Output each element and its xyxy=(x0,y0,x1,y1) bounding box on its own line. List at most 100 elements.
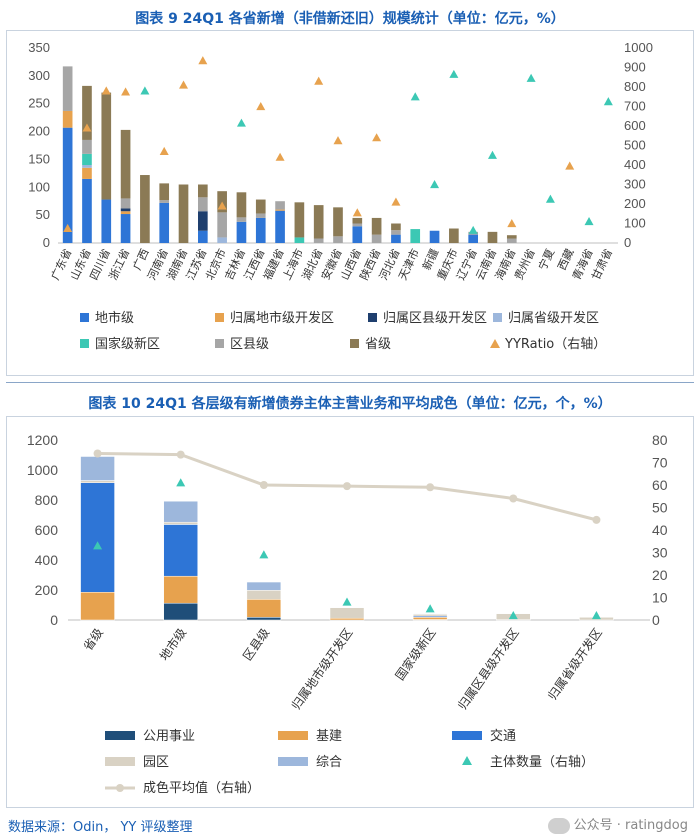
chart1-bar-segment xyxy=(217,212,227,238)
chart1-bar-segment xyxy=(275,210,285,243)
chart1-y2-tick: 600 xyxy=(624,118,646,133)
chart2-bar-segment xyxy=(80,482,115,593)
chart1-bar-segment xyxy=(82,167,92,179)
chart1-bar-segment xyxy=(487,231,498,243)
chart2-y2-tick: 40 xyxy=(652,522,668,538)
watermark: 公众号 · ratingdog xyxy=(547,814,688,834)
chart1-y2-tick: 900 xyxy=(624,60,646,75)
chart2-legend-swatch-dot xyxy=(116,784,124,792)
chart2-bar-segment xyxy=(163,500,198,523)
chart1-bar-segment xyxy=(159,200,170,203)
chart2-y2-tick: 80 xyxy=(652,432,668,448)
chart1-y-tick: 0 xyxy=(43,235,50,250)
chart1-y-tick: 300 xyxy=(28,68,50,83)
chart1-y-tick: 250 xyxy=(28,96,50,111)
chart1-bar-segment xyxy=(82,139,92,154)
chart1-bar-segment xyxy=(101,92,112,200)
chart1-newzone-marker xyxy=(487,150,497,159)
chart1-y2-tick: 700 xyxy=(624,99,646,114)
chart1-legend-swatch xyxy=(490,339,500,348)
chart2-bar-segment xyxy=(246,590,282,600)
chart2-y-tick: 1000 xyxy=(27,462,58,478)
chart1-bar-segment xyxy=(120,214,131,243)
chart2-count-marker xyxy=(259,550,269,559)
chart1-y-tick: 100 xyxy=(28,179,50,194)
chart1-bar-segment xyxy=(82,85,92,140)
chart1-bar-segment xyxy=(62,110,73,128)
chart2-legend-swatch xyxy=(278,757,308,766)
chart2-count-marker xyxy=(176,478,186,487)
chart1-y2-tick: 0 xyxy=(624,235,631,250)
chart1-bar-segment xyxy=(120,211,131,215)
chart1-yyratio-marker xyxy=(179,80,189,89)
chart2-y-tick: 600 xyxy=(35,522,59,538)
chart2-legend-swatch xyxy=(278,731,308,740)
chart2-x-tick: 省级 xyxy=(81,626,106,654)
chart2-bar-segment xyxy=(412,613,448,615)
chart2-legend-swatch xyxy=(452,731,482,740)
chart2-legend-swatch xyxy=(105,757,135,766)
chart1-newzone-marker xyxy=(449,69,459,78)
chart2-y-tick: 0 xyxy=(50,612,58,628)
chart1-bar-segment xyxy=(275,209,285,211)
chart2-x-tick: 归属区县级开发区 xyxy=(454,625,521,712)
chart2-bar-segment xyxy=(412,617,448,620)
chart1-bar-segment xyxy=(255,217,266,243)
chart1-yyratio-marker xyxy=(82,123,92,132)
chart1-newzone-marker xyxy=(410,92,420,101)
chart1-yyratio-marker xyxy=(159,146,169,155)
chart2-x-tick: 区县级 xyxy=(240,626,272,664)
chart1-legend-swatch xyxy=(368,313,377,322)
chart2-bar-segment xyxy=(80,592,115,621)
chart2-x-tick: 地市级 xyxy=(156,625,189,663)
chart1-yyratio-marker xyxy=(121,87,131,96)
chart1-bar-segment xyxy=(101,199,112,243)
chart1-bar-segment xyxy=(255,199,266,214)
chart1-yyratio-marker xyxy=(217,201,227,210)
chart2-x-tick: 归属地市级开发区 xyxy=(288,625,355,712)
chart1-yyratio-marker xyxy=(256,102,266,111)
chart1-bar-segment xyxy=(198,211,208,231)
chart2-legend-label: 综合 xyxy=(316,755,342,770)
chart2-bar-segment xyxy=(246,617,282,621)
watermark-text: 公众号 · ratingdog xyxy=(573,818,688,833)
chart1-bar-segment xyxy=(82,178,92,243)
chart2-y-tick: 200 xyxy=(35,582,59,598)
chart2-bar-segment xyxy=(246,599,282,618)
chart1-legend-label: 归属区县级开发区 xyxy=(383,310,487,326)
chart2-quality-point xyxy=(259,481,268,489)
chart1-bar-segment xyxy=(313,205,324,239)
wechat-icon xyxy=(547,817,570,834)
chart1-y-tick: 50 xyxy=(36,207,50,222)
chart1-bar-segment xyxy=(429,230,440,243)
chart1-yyratio-marker xyxy=(507,219,517,228)
chart2-count-marker xyxy=(591,611,601,620)
chart1-legend-swatch xyxy=(80,313,89,322)
chart1-bar-segment xyxy=(159,202,170,243)
chart1-bar-segment xyxy=(352,226,363,243)
chart1-bar-segment xyxy=(391,223,401,231)
chart1-bar-segment xyxy=(236,192,247,218)
chart1-y2-tick: 200 xyxy=(624,196,646,211)
chart2-legend-label: 成色平均值（右轴） xyxy=(143,780,260,796)
chart2-legend-label: 园区 xyxy=(143,755,169,770)
chart1-newzone-marker xyxy=(236,118,246,127)
chart2-y2-tick: 20 xyxy=(652,567,668,583)
chart1-legend-label: 区县级 xyxy=(230,337,269,352)
chart2-y2-tick: 50 xyxy=(652,500,668,516)
chart1-y-tick: 350 xyxy=(28,40,50,55)
chart1-legend-label: 归属地市级开发区 xyxy=(230,310,334,326)
chart1-yyratio-marker xyxy=(314,76,324,85)
chart1-bar-segment xyxy=(506,238,517,243)
chart1-bar-segment xyxy=(236,217,247,222)
chart1-legend-swatch xyxy=(80,339,89,348)
chart1-bar-segment xyxy=(313,238,324,243)
chart1-bar-segment xyxy=(198,230,208,243)
chart1-bar-segment xyxy=(294,237,305,243)
chart2-quality-point xyxy=(509,494,518,503)
chart1-bar-segment xyxy=(506,235,517,239)
chart1-newzone-marker xyxy=(545,194,555,203)
chart2-y2-tick: 30 xyxy=(652,545,668,561)
chart2-count-marker xyxy=(425,604,435,613)
chart2-y2-tick: 10 xyxy=(652,590,668,606)
